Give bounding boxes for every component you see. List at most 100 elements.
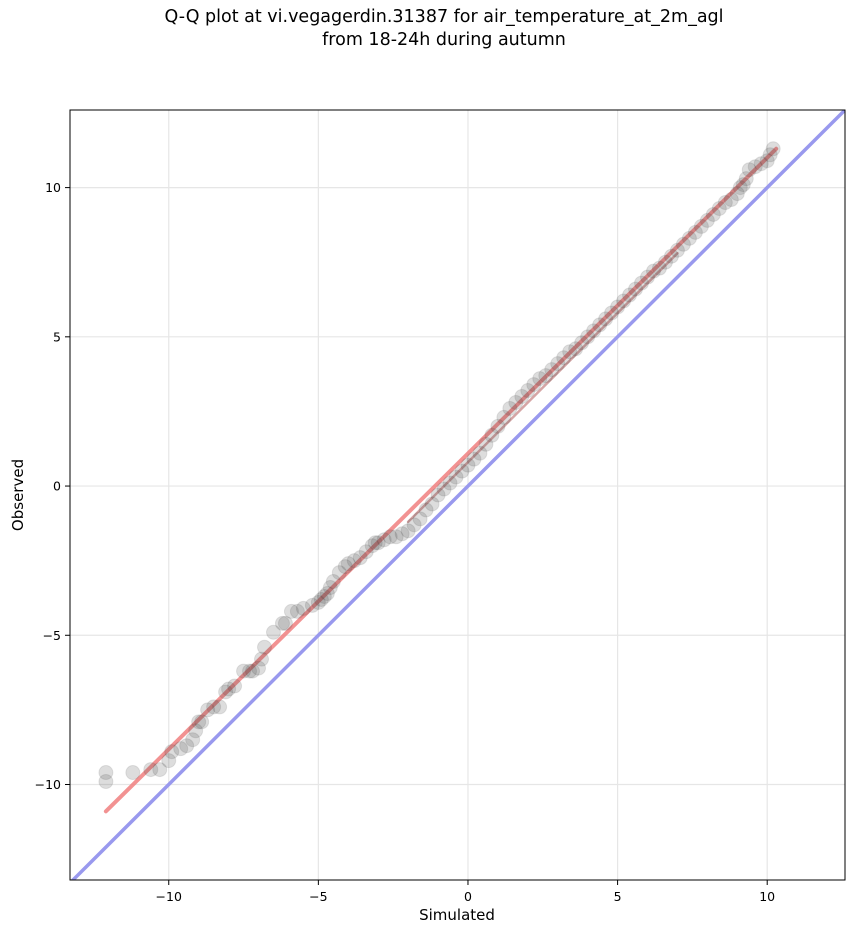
quantile-point [394,526,410,542]
quantile-point [265,624,281,640]
quantile-point [711,200,727,216]
quantile-point [331,565,347,581]
quantile-point [337,559,353,575]
quantile-point [370,535,386,551]
x-tick-label: −10 [156,889,182,904]
quantile-point [295,600,311,616]
quantile-point [568,341,584,357]
quantile-point [556,350,572,366]
quantile-point [412,511,428,527]
quantile-point [723,192,739,208]
fit-line [103,146,779,814]
quantile-point [514,389,530,405]
quantile-point [717,195,733,211]
quantile-point [574,335,590,351]
quantile-point [616,293,632,309]
y-tick-label: 5 [53,329,61,344]
quantile-point [236,663,252,679]
quantile-point [478,436,494,452]
quantile-point [188,723,204,739]
line-layer [70,110,845,880]
quantile-point [732,180,748,196]
quantile-point [705,206,721,222]
y-tick-label: −10 [35,777,61,792]
quantile-point [152,762,168,778]
quantile-point [484,427,500,443]
quantile-point [741,162,757,178]
quantile-point [418,502,434,518]
quantile-point [436,481,452,497]
reference-line [70,110,845,880]
quantile-point [221,681,237,697]
quantile-point [352,550,368,566]
quantile-point [562,344,578,360]
quantile-point [164,744,180,760]
quantile-point [738,171,754,187]
quantile-point [143,762,159,778]
quantile-point [242,663,258,679]
chart-title-line-2: from 18-24h during autumn [322,30,566,50]
quantile-point [212,699,228,715]
quantile-point [277,615,293,631]
chart-title-line-1: Q-Q plot at vi.vegagerdin.31387 for air_… [164,7,724,27]
quantile-point [538,368,554,384]
quantile-point [400,523,416,539]
quantile-point [245,663,261,679]
quantile-point [640,269,656,285]
quantile-point [179,738,195,754]
quantile-point [364,538,380,554]
y-tick-label: 10 [45,180,61,195]
quantile-point [218,684,234,700]
quantile-point [274,615,290,631]
quantile-point [346,553,362,569]
quantile-point [185,732,201,748]
chart-title: Q-Q plot at vi.vegagerdin.31387 for air_… [0,6,854,52]
quantile-point [430,487,446,503]
quantile-point [657,254,673,270]
quantile-point [645,263,661,279]
quantile-point [254,651,270,667]
fit-line-dense-segment [406,252,679,524]
quantile-point [765,141,781,157]
quantile-point [628,281,644,297]
x-tick-label: −5 [309,889,327,904]
quantile-point [663,248,679,264]
quantile-point [610,299,626,315]
x-axis-label: Simulated [419,906,495,924]
quantile-point [681,230,697,246]
quantile-point [376,532,392,548]
x-tick-label: 0 [464,889,472,904]
quantile-point [735,177,751,193]
quantile-point [283,603,299,619]
quantile-point [206,699,222,715]
quantile-point [687,224,703,240]
quantile-point [550,356,566,372]
quantile-point [340,556,356,572]
quantile-point [424,496,440,512]
quantile-point [753,156,769,172]
quantile-point [759,153,775,169]
quantile-point [598,311,614,327]
quantile-point [675,236,691,252]
quantile-point [448,469,464,485]
quantile-point [747,159,763,175]
quantile-point [454,463,470,479]
quantile-point [442,475,458,491]
quantile-point [304,597,320,613]
quantile-point [604,305,620,321]
quantile-point [544,362,560,378]
quantile-point [251,660,267,676]
quantile-point [319,585,335,601]
tick-layer: −10 −5 0 5 10 −10 −5 0 5 10 [35,180,776,904]
quantile-point [651,260,667,276]
quantile-point [322,580,338,596]
quantile-point [382,529,398,545]
plot-frame [69,109,846,881]
quantile-point [173,741,189,757]
quantile-point [634,275,650,291]
y-axis-label: Observed [9,459,27,531]
quantile-point [693,218,709,234]
quantile-point [762,147,778,163]
quantile-point [388,529,404,545]
